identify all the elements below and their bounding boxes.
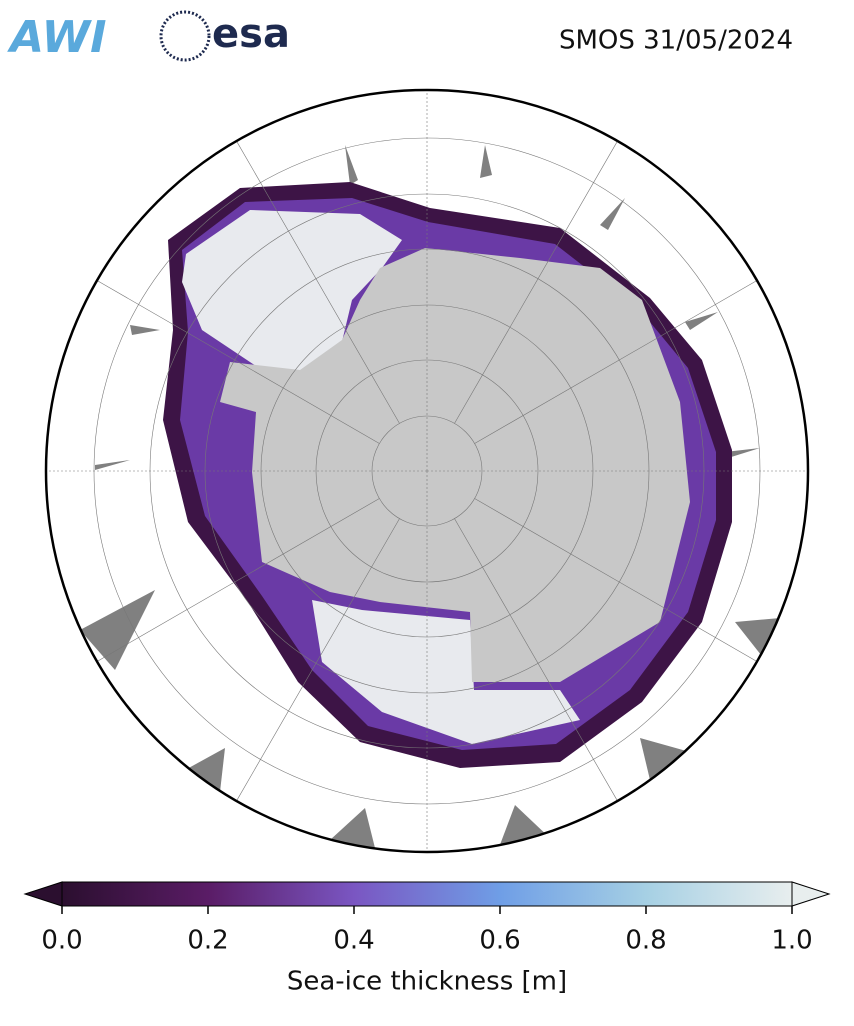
colorbar-tick-label: 1.0 (771, 926, 812, 956)
meridian (474, 498, 758, 662)
colorbar-scale (61, 881, 793, 907)
sea-ice-thick (182, 210, 402, 378)
map (46, 90, 808, 852)
sea-ice-thick (312, 600, 580, 744)
colorbar-extend-low (23, 881, 63, 907)
esa-logo: esa (212, 11, 290, 57)
colorbar-tick-label: 0.2 (187, 926, 228, 956)
meridian (474, 280, 758, 444)
esa-globe (159, 10, 211, 62)
awi-logo: AWI (7, 12, 107, 63)
colorbar-extend-high (791, 881, 831, 907)
meridian (454, 518, 618, 802)
colorbar-tick-label: 0.4 (333, 926, 374, 956)
meridian (236, 140, 400, 424)
logos: AWI esa (7, 10, 290, 63)
meridian (96, 498, 380, 662)
antarctica (220, 248, 690, 682)
colorbar: 0.0 0.2 0.4 0.6 0.8 1.0 (23, 881, 831, 956)
meridian (454, 140, 618, 424)
colorbar-tick-label: 0.6 (479, 926, 520, 956)
colorbar-tick-label: 0.0 (41, 926, 82, 956)
colorbar-tick-label: 0.8 (625, 926, 666, 956)
meridian (236, 518, 400, 802)
title: SMOS 31/05/2024 (559, 26, 793, 56)
map-frame (44, 88, 810, 854)
graticule (46, 90, 808, 852)
colorbar-label: Sea-ice thickness [m] (287, 967, 567, 997)
meridian (96, 280, 380, 444)
